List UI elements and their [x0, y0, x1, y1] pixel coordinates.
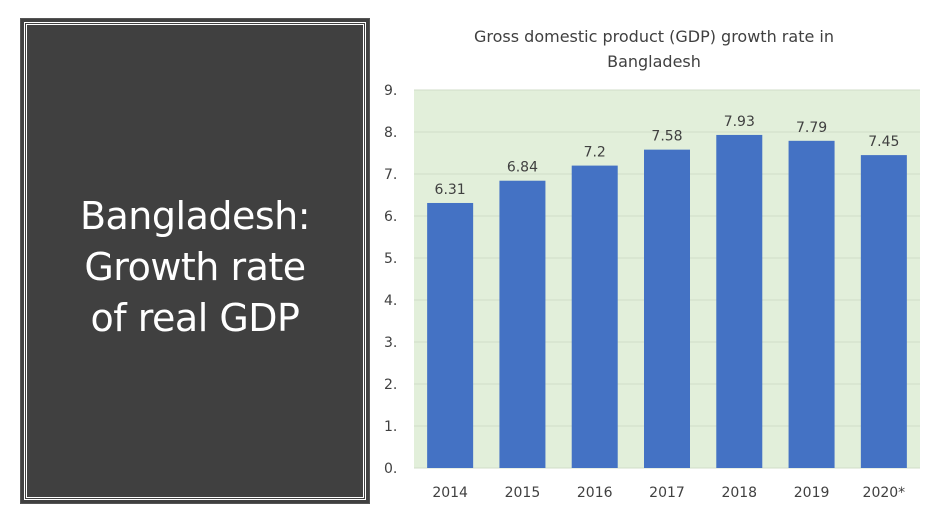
panel-border	[24, 22, 366, 500]
x-tick-label: 2019	[794, 485, 830, 501]
data-label: 7.58	[651, 129, 682, 145]
y-tick-label: 1.	[384, 419, 397, 435]
y-tick-label: 4.	[384, 293, 397, 309]
bar	[716, 134, 763, 468]
y-tick-label: 2.	[384, 377, 397, 393]
data-label: 7.93	[724, 114, 755, 130]
y-tick-label: 8.	[384, 125, 397, 141]
x-tick-label: 2017	[649, 485, 685, 501]
slide-title-line: Growth rate	[84, 245, 306, 289]
chart-title-line: Bangladesh	[607, 52, 701, 71]
x-tick-label: 2015	[505, 485, 541, 501]
chart-title-line: Gross domestic product (GDP) growth rate…	[474, 27, 834, 46]
x-tick-label: 2014	[432, 485, 468, 501]
data-label: 6.31	[435, 182, 466, 198]
y-tick-label: 3.	[384, 335, 397, 351]
x-tick-label: 2018	[721, 485, 757, 501]
data-label: 7.45	[868, 134, 899, 150]
y-tick-label: 0.	[384, 461, 397, 477]
slide-title-line: of real GDP	[90, 296, 300, 340]
data-label: 7.2	[584, 145, 606, 161]
data-label: 6.84	[507, 160, 538, 176]
bar	[644, 149, 690, 468]
bar	[571, 165, 618, 468]
bar	[499, 180, 546, 468]
y-tick-label: 9.	[384, 83, 397, 99]
bar	[860, 155, 907, 468]
bar	[427, 202, 474, 469]
y-tick-label: 7.	[384, 167, 397, 183]
slide-title-line: Bangladesh:	[79, 194, 311, 238]
bar	[788, 140, 835, 468]
title-panel: Bangladesh: Growth rate of real GDP	[20, 18, 370, 504]
x-tick-label: 2016	[577, 485, 613, 501]
slide-title: Bangladesh: Growth rate of real GDP	[21, 191, 369, 344]
x-tick-label: 2020*	[863, 485, 906, 501]
data-label: 7.79	[796, 120, 827, 136]
y-tick-label: 5.	[384, 251, 397, 267]
y-tick-label: 6.	[384, 209, 397, 225]
